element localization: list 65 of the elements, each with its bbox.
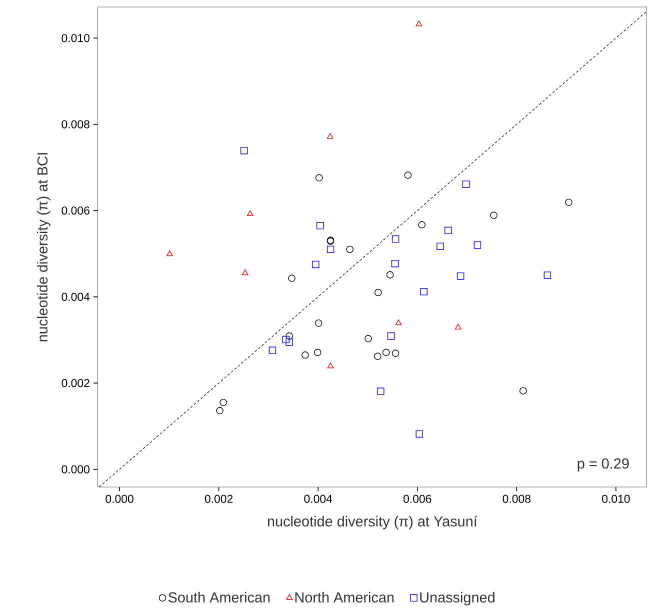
point xyxy=(418,221,426,228)
point xyxy=(392,235,400,243)
x-axis-title: nucleotide diversity (π) at Yasuní xyxy=(268,516,478,530)
point xyxy=(395,319,402,326)
point xyxy=(436,242,444,250)
y-axis-title: nucleotide diversity (π) at BCI xyxy=(36,153,50,342)
point xyxy=(454,324,462,330)
y-tick-label: 0.006 xyxy=(62,206,90,215)
y-tick-label: 0.008 xyxy=(62,120,90,128)
point xyxy=(326,133,334,139)
point xyxy=(216,407,224,414)
annotation: p = 0.29 xyxy=(578,458,629,472)
point xyxy=(315,174,323,182)
point xyxy=(327,362,334,368)
x-tick-label: 0.000 xyxy=(106,494,134,503)
point xyxy=(314,319,322,327)
point xyxy=(166,250,173,256)
point xyxy=(392,350,400,357)
point xyxy=(364,335,372,342)
point xyxy=(302,351,309,359)
point xyxy=(490,212,498,219)
point xyxy=(312,260,320,268)
point xyxy=(391,260,399,268)
point xyxy=(404,172,412,179)
legend-label: South American xyxy=(168,592,270,603)
point xyxy=(474,241,482,249)
point xyxy=(374,352,382,360)
y-tick-label: 0.000 xyxy=(62,465,90,474)
x-tick-label: 0.002 xyxy=(204,494,233,503)
y-tick-label: 0.010 xyxy=(62,34,90,42)
point xyxy=(416,430,423,438)
x-tick-label: 0.008 xyxy=(502,494,530,503)
point xyxy=(346,246,354,254)
point xyxy=(268,346,276,354)
point xyxy=(242,269,248,276)
point xyxy=(316,222,324,230)
x-tick-label: 0.004 xyxy=(304,494,332,503)
y-tick-label: 0.004 xyxy=(62,292,90,301)
point xyxy=(456,272,464,280)
point xyxy=(416,20,422,26)
point xyxy=(374,288,382,296)
legend-label: Unassigned xyxy=(420,592,494,606)
point xyxy=(420,288,428,296)
point xyxy=(386,271,394,278)
y-tick-label: 0.002 xyxy=(62,379,90,388)
point xyxy=(288,274,296,282)
point xyxy=(565,198,572,206)
point xyxy=(240,146,248,154)
point xyxy=(462,180,470,188)
point xyxy=(519,387,527,394)
point xyxy=(314,348,322,356)
point xyxy=(544,272,552,279)
x-tick-label: 0.006 xyxy=(403,494,432,503)
point xyxy=(246,210,254,216)
point xyxy=(326,246,334,254)
point xyxy=(282,336,290,344)
point xyxy=(382,348,390,356)
point xyxy=(387,332,395,340)
point xyxy=(377,388,384,395)
x-tick-label: 0.010 xyxy=(602,494,630,503)
point xyxy=(286,332,293,340)
legend-label: North American xyxy=(295,592,394,603)
point xyxy=(220,398,227,406)
point xyxy=(286,338,293,346)
point xyxy=(444,226,452,234)
